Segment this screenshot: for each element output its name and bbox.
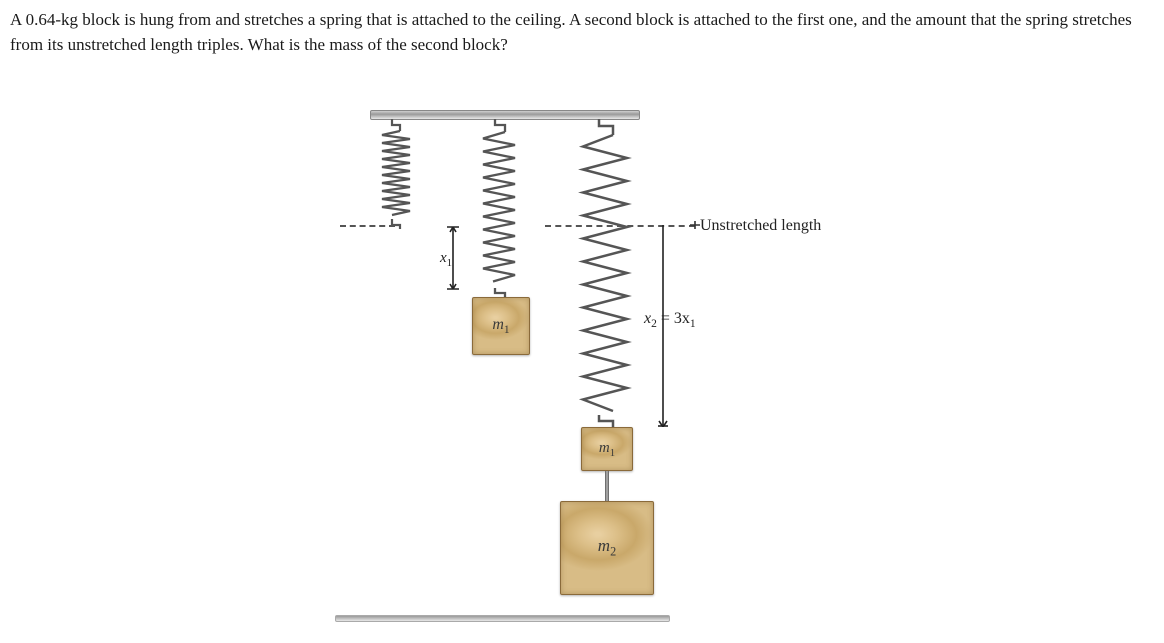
block-m1-middle: m1	[472, 297, 530, 355]
marker-unstretched-end	[690, 219, 702, 231]
unstretched-line-left	[340, 225, 395, 227]
floor-bar	[335, 615, 670, 622]
unstretched-label: Unstretched length	[700, 217, 821, 235]
spring-unstretched	[378, 119, 414, 229]
spring-m1m2	[576, 119, 634, 429]
x2-label: x2 = 3x1	[644, 310, 696, 330]
problem-text: A 0.64-kg block is hung from and stretch…	[10, 8, 1154, 57]
block-connector	[605, 471, 609, 501]
spring-m1	[478, 119, 520, 299]
figure: Unstretched length x1 m1	[0, 85, 1164, 643]
block-m2: m2	[560, 501, 654, 595]
block-m1-right: m1	[581, 427, 633, 471]
x1-label: x1	[440, 250, 452, 269]
